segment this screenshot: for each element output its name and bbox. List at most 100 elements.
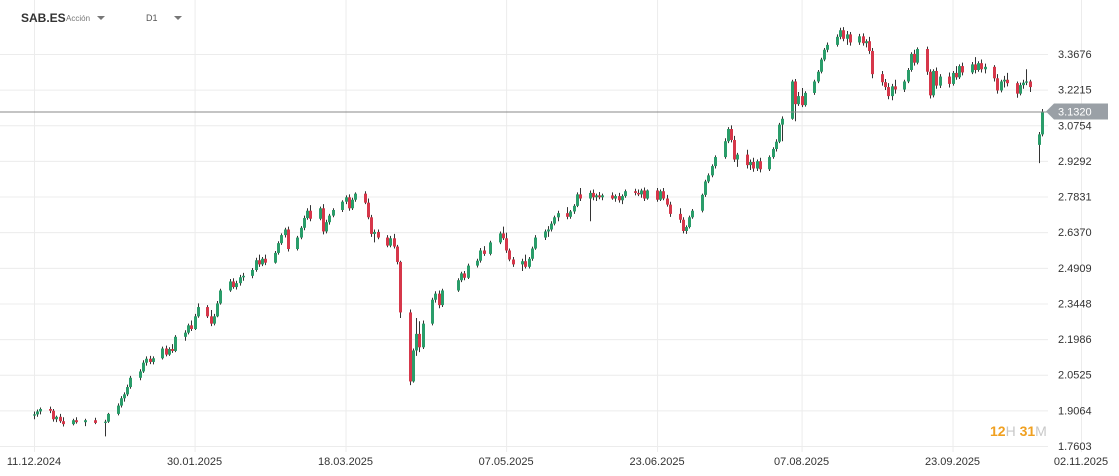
timeframe-label[interactable]: D1 <box>146 13 158 23</box>
candle-body <box>659 191 662 200</box>
candle-body <box>261 258 264 265</box>
timeframe-dropdown-icon[interactable] <box>174 16 182 20</box>
candle-body <box>197 307 200 317</box>
candle-body <box>733 139 736 160</box>
candle-body <box>165 348 168 355</box>
candle-body <box>637 192 640 195</box>
candle-body <box>235 283 238 288</box>
candle-down <box>386 235 389 248</box>
candle-body <box>598 195 601 198</box>
candle-down <box>524 254 527 269</box>
candle-body <box>49 409 52 411</box>
candle-body <box>255 260 258 270</box>
candle-down <box>505 232 508 253</box>
time-axis[interactable]: 11.12.2024 30.01.2025 18.03.2025 07.05.2025… <box>7 456 1108 468</box>
candle-down <box>592 189 595 201</box>
last-price-badge: 3.1320 <box>1046 103 1108 120</box>
candle-up <box>727 127 730 144</box>
symbol-dropdown-icon[interactable] <box>97 16 105 20</box>
candle-up <box>685 225 688 234</box>
candle-body <box>817 71 820 82</box>
candle-down <box>165 345 168 357</box>
countdown-minutes-unit: M <box>1035 423 1047 439</box>
candle-body <box>36 411 39 415</box>
candle-body <box>932 70 935 96</box>
candle-up <box>528 257 531 269</box>
candle-body <box>929 71 932 96</box>
candle-up <box>123 392 126 402</box>
candle-down <box>894 79 897 94</box>
candle-body <box>512 259 515 265</box>
candle-body <box>685 227 688 231</box>
candle-body <box>836 36 839 45</box>
candle-down <box>264 254 267 266</box>
candle-body <box>926 49 929 72</box>
candle-up <box>251 268 254 279</box>
candle-up <box>319 206 322 221</box>
candle-up <box>126 384 129 397</box>
candle-body <box>499 233 502 243</box>
candle-body <box>1006 79 1009 84</box>
candle-body <box>296 237 299 250</box>
candle-body <box>775 141 778 150</box>
candle-body <box>592 192 595 198</box>
candle-body <box>550 223 553 230</box>
x-tick-label: 07.08.2025 <box>774 456 829 468</box>
y-tick-label: 2.4909 <box>1058 263 1092 275</box>
candle-up <box>646 189 649 200</box>
candle-up <box>213 313 216 326</box>
candle-body <box>264 258 267 263</box>
candle-up <box>303 215 306 231</box>
candle-up <box>255 257 258 272</box>
candle-up <box>1003 75 1006 88</box>
candle-body <box>939 76 942 86</box>
candle-up <box>389 235 392 248</box>
candle-down <box>418 321 421 353</box>
candle-up <box>261 257 264 267</box>
candle-down <box>849 31 852 46</box>
candle-body <box>251 269 254 276</box>
candle-body <box>640 190 643 195</box>
candle-up <box>817 69 820 84</box>
candle-up <box>332 208 335 218</box>
candle-body <box>489 242 492 254</box>
candle-body <box>341 201 344 210</box>
candle-body <box>460 273 463 281</box>
candle-body <box>858 36 861 43</box>
candle-up <box>145 356 148 366</box>
candle-up <box>489 240 492 256</box>
candle-body <box>801 96 804 106</box>
candle-up <box>72 418 75 426</box>
candle-up <box>791 79 794 120</box>
candle-up <box>550 221 553 232</box>
candle-up <box>351 197 354 210</box>
candle-down <box>210 309 213 327</box>
candle-up <box>457 278 460 292</box>
candle-up <box>688 215 691 229</box>
candle-body <box>993 66 996 79</box>
candle-up <box>858 33 861 45</box>
instrument-type-label: Acción <box>66 14 91 23</box>
symbol-label[interactable]: SAB.ES <box>21 11 66 25</box>
candle-up <box>120 396 123 408</box>
price-axis[interactable]: 3.3676 3.2215 3.0754 2.9292 2.7831 2.6370 2.49… <box>1058 49 1092 453</box>
y-tick-label: 2.6370 <box>1058 227 1092 239</box>
candle-up <box>328 213 331 225</box>
y-tick-label: 2.7831 <box>1058 192 1092 204</box>
candle-down <box>206 305 209 319</box>
candle-down <box>961 62 964 76</box>
candle-down <box>348 194 351 211</box>
candle-up <box>804 91 807 107</box>
candle-body <box>881 74 884 83</box>
candle-up <box>781 116 784 142</box>
candle-body <box>418 333 421 348</box>
candle-countdown: 12H 31M <box>990 423 1047 439</box>
x-tick-label: 30.01.2025 <box>167 456 222 468</box>
candle-down <box>884 79 887 90</box>
candle-body <box>961 66 964 73</box>
candle-body <box>438 293 441 306</box>
candle-body <box>33 414 36 416</box>
candle-down <box>409 309 412 386</box>
candle-down <box>190 320 193 331</box>
